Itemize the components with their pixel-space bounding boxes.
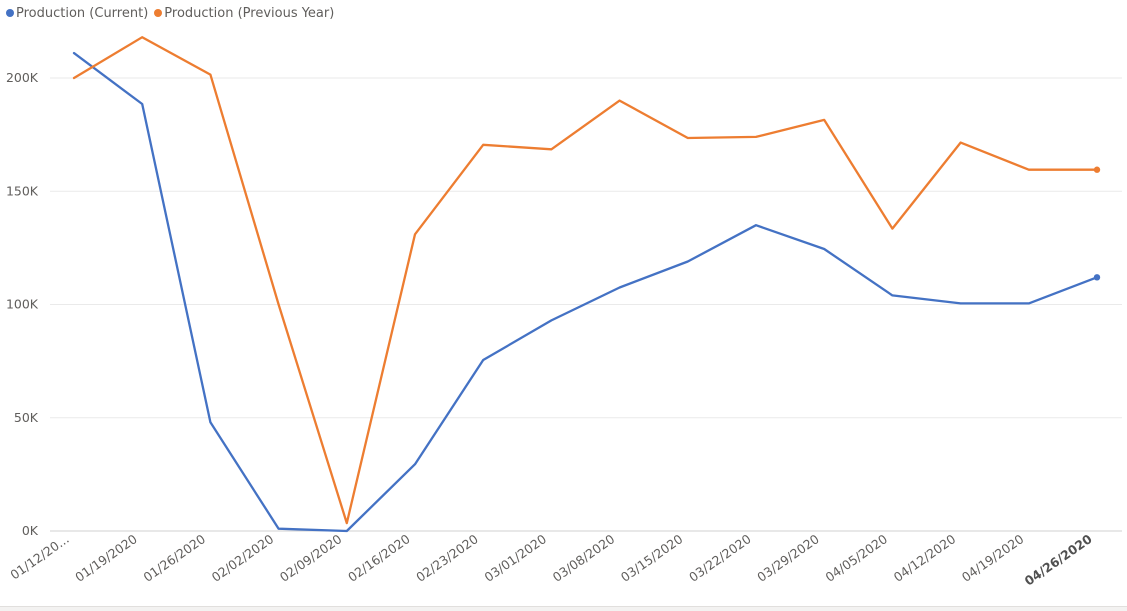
legend-item-previous-year[interactable]: Production (Previous Year) bbox=[154, 6, 334, 21]
x-tick-label: 04/12/2020 bbox=[891, 531, 959, 585]
y-axis-ticks: 0K 50K 100K 150K 200K bbox=[6, 70, 39, 538]
y-tick-label: 150K bbox=[6, 183, 39, 198]
y-tick-label: 100K bbox=[6, 297, 39, 312]
x-tick-label: 03/22/2020 bbox=[686, 531, 754, 585]
series-end-marker[interactable] bbox=[1093, 274, 1101, 281]
horizontal-scrollbar[interactable] bbox=[0, 606, 1127, 611]
series-lines bbox=[72, 36, 1101, 533]
series-end-marker[interactable] bbox=[1093, 166, 1101, 173]
legend-label-previous-year: Production (Previous Year) bbox=[164, 5, 335, 21]
x-tick-label: 02/23/2020 bbox=[413, 531, 481, 585]
x-tick-label: 02/02/2020 bbox=[209, 531, 277, 585]
x-tick-label: 04/26/2020 bbox=[1022, 531, 1095, 589]
x-axis-ticks: 01/12/20... 01/19/2020 01/26/2020 02/02/202… bbox=[7, 531, 1095, 589]
x-tick-label: 03/08/2020 bbox=[550, 531, 618, 585]
y-tick-label: 0K bbox=[22, 523, 39, 538]
x-tick-label: 03/01/2020 bbox=[481, 531, 549, 585]
x-tick-label: 04/19/2020 bbox=[959, 531, 1027, 585]
x-tick-label: 04/05/2020 bbox=[822, 531, 890, 585]
legend-item-current[interactable]: Production (Current) bbox=[6, 6, 148, 21]
x-tick-label: 02/09/2020 bbox=[277, 531, 345, 585]
x-tick-label: 01/12/20... bbox=[7, 531, 71, 582]
series-line-previous-year[interactable] bbox=[72, 36, 1099, 525]
x-tick-label: 02/16/2020 bbox=[345, 531, 413, 585]
x-tick-label: 01/26/2020 bbox=[140, 531, 208, 585]
legend-label-current: Production (Current) bbox=[16, 5, 149, 21]
series-line-current[interactable] bbox=[72, 51, 1099, 533]
legend-dot-previous-year-icon bbox=[154, 9, 163, 17]
legend-dot-current-icon bbox=[6, 9, 14, 17]
y-tick-label: 200K bbox=[6, 70, 39, 85]
x-tick-label: 03/15/2020 bbox=[618, 531, 686, 585]
x-tick-label: 01/19/2020 bbox=[72, 531, 140, 585]
y-tick-label: 50K bbox=[14, 410, 39, 425]
x-tick-label: 03/29/2020 bbox=[754, 531, 822, 585]
legend: Production (Current) Production (Previou… bbox=[6, 4, 334, 22]
